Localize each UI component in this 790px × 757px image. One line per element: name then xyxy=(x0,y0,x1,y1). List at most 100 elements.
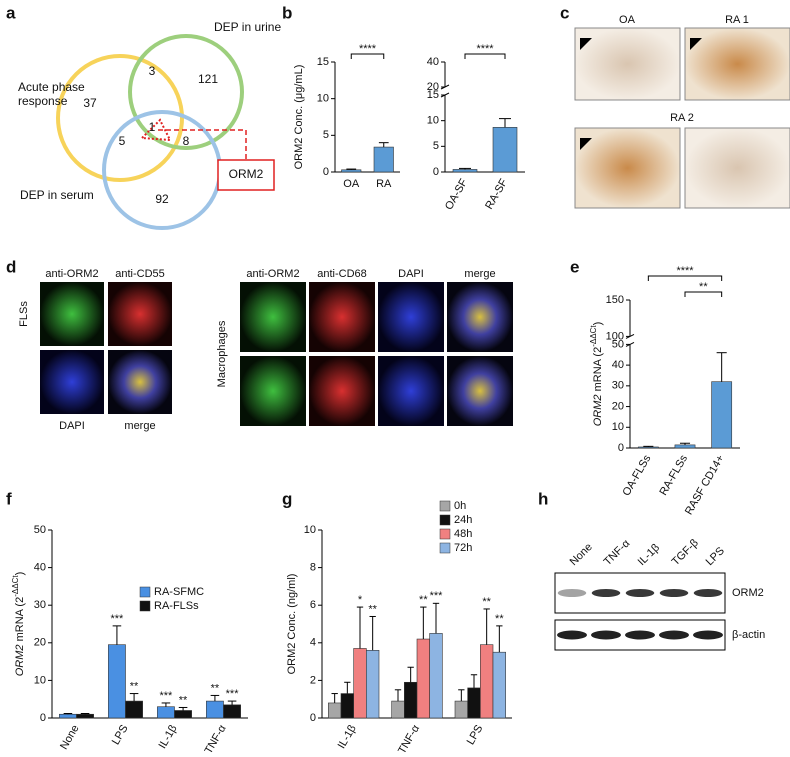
bar xyxy=(637,446,659,449)
y-axis-label-part: ORM2 xyxy=(14,644,26,676)
blot-band xyxy=(659,589,689,597)
set-label: DEP in serum xyxy=(20,188,94,202)
image-label: merge xyxy=(124,420,155,432)
significance: ** xyxy=(699,281,708,293)
image-label: anti-ORM2 xyxy=(45,268,98,280)
if-image xyxy=(378,282,444,352)
significance: ** xyxy=(179,694,188,706)
x-tick-label: OA xyxy=(343,178,360,190)
blot-band xyxy=(625,589,655,597)
significance-bracket xyxy=(684,291,723,297)
y-tick-label: 6 xyxy=(310,599,316,611)
significance: *** xyxy=(226,688,240,700)
y-tick-label: 20 xyxy=(34,637,46,649)
significance: ** xyxy=(495,613,504,625)
blot-band xyxy=(693,589,723,597)
venn-count: 5 xyxy=(119,134,126,148)
image-label: anti-CD68 xyxy=(317,268,367,280)
significance: ** xyxy=(419,594,428,606)
y-tick-label: 40 xyxy=(34,562,46,574)
bar xyxy=(674,444,696,449)
panel-label: d xyxy=(6,257,16,276)
panel-label: e xyxy=(570,257,579,276)
x-tick-label: RA xyxy=(376,178,392,190)
y-tick-label: 8 xyxy=(310,562,316,574)
highlight-box xyxy=(217,159,275,191)
bar xyxy=(76,713,94,719)
y-tick-label: 50 xyxy=(34,524,46,536)
if-image xyxy=(378,356,444,426)
bar xyxy=(492,127,518,173)
image-label: merge xyxy=(464,268,495,280)
bar xyxy=(341,169,362,173)
x-tick-label: RA-SF xyxy=(483,177,510,212)
blot-band xyxy=(659,630,689,640)
significance: **** xyxy=(676,265,694,277)
bar xyxy=(108,644,126,719)
significance: * xyxy=(358,594,363,606)
bar xyxy=(366,650,380,719)
histology-image xyxy=(684,127,790,209)
overlap-marker xyxy=(139,118,172,142)
connector xyxy=(158,129,247,160)
lane-label: LPS xyxy=(704,545,727,568)
y-axis-label-part: ) xyxy=(592,322,604,326)
bar xyxy=(59,713,77,719)
y-tick-label: 10 xyxy=(304,524,316,536)
bar xyxy=(353,648,367,719)
venn-count: 121 xyxy=(198,72,218,86)
bar xyxy=(404,681,418,719)
bar xyxy=(125,700,143,719)
if-image xyxy=(108,282,172,346)
legend-swatch xyxy=(439,500,451,512)
legend-swatch xyxy=(439,542,451,554)
row-label: Macrophages xyxy=(216,320,228,387)
legend-label: 0h xyxy=(454,500,466,512)
bar xyxy=(452,169,478,173)
histology-image xyxy=(574,27,681,101)
y-axis-label-part: mRNA (2 xyxy=(14,597,26,645)
y-tick-label: 20 xyxy=(612,400,624,412)
y-axis-label-part: ) xyxy=(14,572,26,576)
bar xyxy=(206,700,224,719)
significance-bracket xyxy=(647,275,723,281)
y-tick-label: 2 xyxy=(310,674,316,686)
set-label: response xyxy=(18,94,68,108)
blot-band xyxy=(625,630,655,640)
row-label: ORM2 xyxy=(732,587,764,599)
image-label: RA 2 xyxy=(670,112,694,124)
significance: *** xyxy=(430,590,444,602)
set-label: DEP in urine xyxy=(214,20,281,34)
blot-band xyxy=(591,589,621,597)
image-label: DAPI xyxy=(398,268,424,280)
bar xyxy=(492,651,506,719)
y-tick-label: 0 xyxy=(323,166,329,178)
y-tick-label: 15 xyxy=(427,89,439,101)
y-tick-label: 40 xyxy=(612,359,624,371)
significance: *** xyxy=(111,613,125,625)
if-image xyxy=(240,356,306,426)
panel-label: c xyxy=(560,3,569,22)
image-label: RA 1 xyxy=(725,14,749,26)
y-tick-label: 20 xyxy=(427,81,439,93)
panel-label: g xyxy=(282,489,292,508)
lane-label: TNF-α xyxy=(602,537,633,568)
x-tick-label: None xyxy=(58,723,82,752)
y-axis-label-part: ORM2 xyxy=(592,394,604,426)
if-image xyxy=(309,356,375,426)
y-tick-label: 10 xyxy=(317,93,329,105)
arrowhead xyxy=(580,138,592,150)
set-label: Acute phase xyxy=(18,80,85,94)
y-tick-label: 5 xyxy=(433,140,439,152)
blot-band xyxy=(557,630,587,640)
legend-label: 48h xyxy=(454,528,472,540)
blot-band xyxy=(557,589,587,597)
lane-label: None xyxy=(568,541,595,568)
legend-swatch xyxy=(439,528,451,540)
venn-count: 92 xyxy=(155,192,169,206)
legend-label: 72h xyxy=(454,542,472,554)
significance: **** xyxy=(476,43,494,55)
bar xyxy=(340,693,354,719)
panel-label: f xyxy=(6,489,12,508)
panel-label: a xyxy=(6,3,16,22)
